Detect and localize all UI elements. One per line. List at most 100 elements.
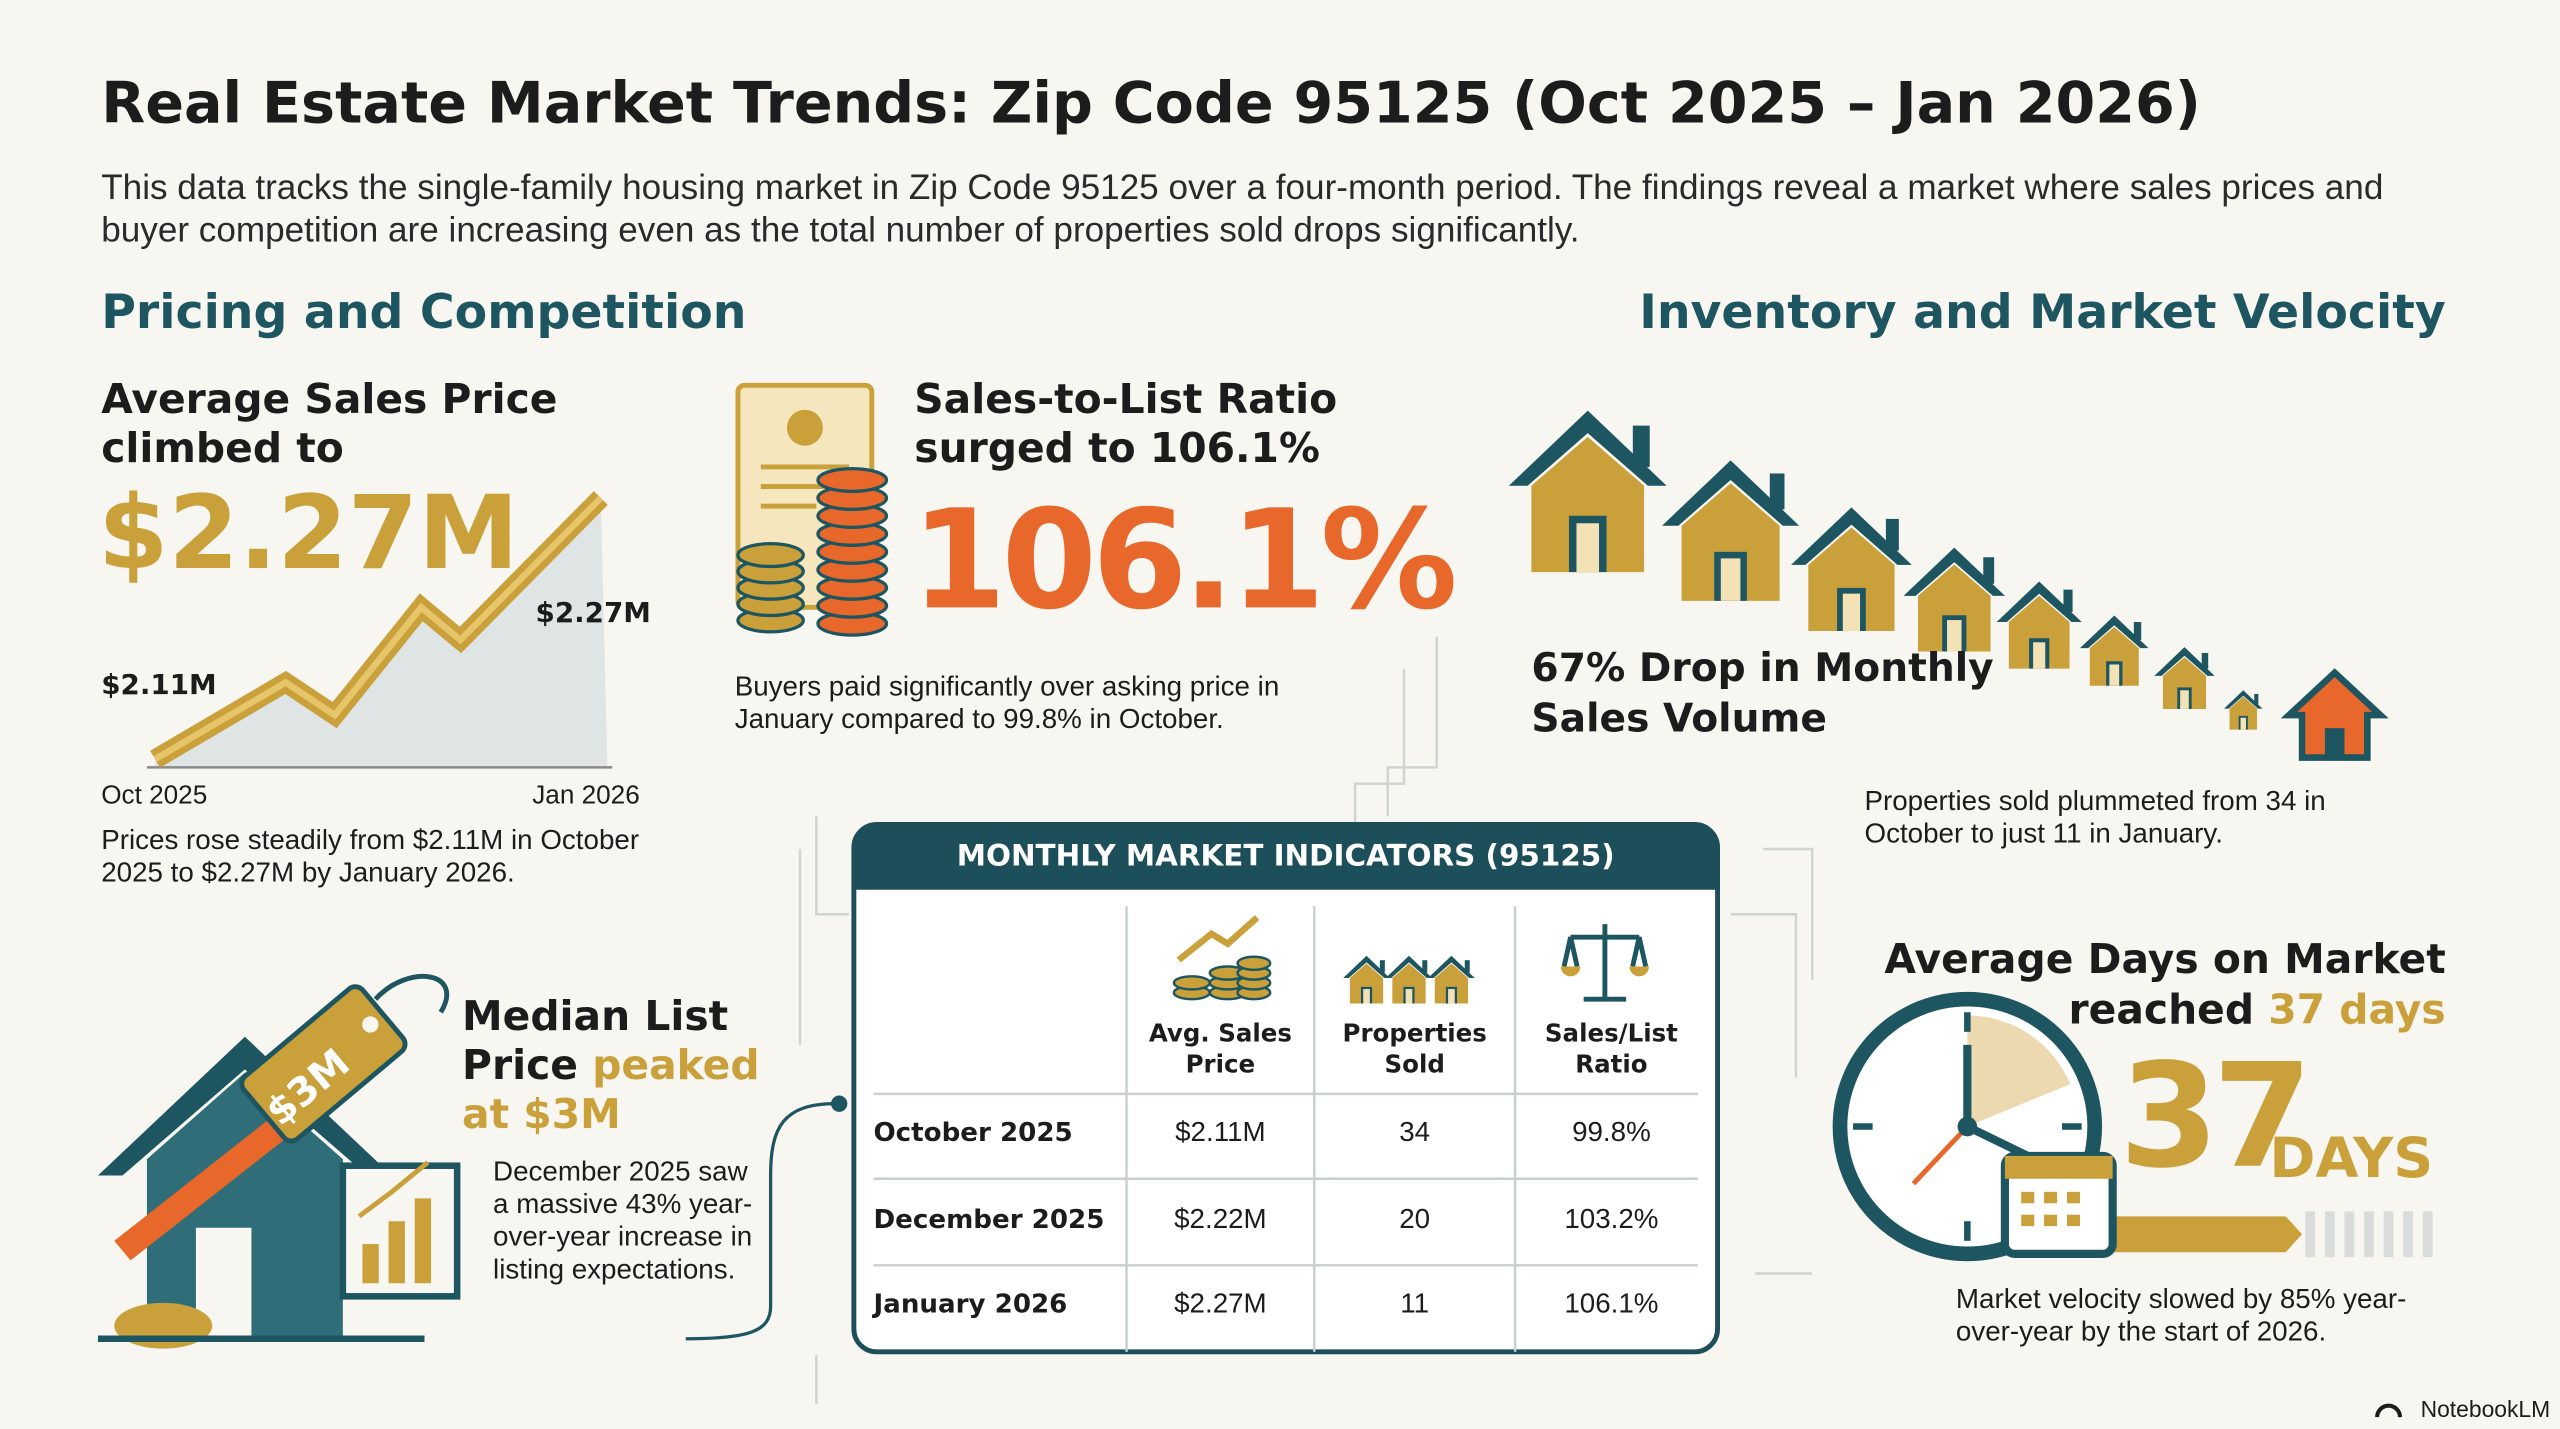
sales-drop-label: 67% Drop in Monthly Sales Volume [1531, 644, 1994, 742]
chart-start-label: $2.11M [101, 669, 217, 703]
sales-drop-note: Properties sold plummeted from 34 in Oct… [1864, 785, 2326, 849]
chart-end-label: $2.27M [535, 597, 651, 631]
row-label: January 2026 [873, 1288, 1068, 1320]
ratio-value: 106.1% [911, 479, 1458, 640]
median-house-icon-part [239, 984, 408, 1144]
houses [1508, 410, 2389, 761]
avg-price-label: Average Sales Price climbed to [101, 375, 558, 472]
x-end-label: Jan 2026 [532, 782, 640, 810]
days-highlight: 37 days [2268, 986, 2446, 1034]
column-header: Sales/List Ratio [1544, 1018, 1678, 1080]
median-house-icon-part-part [362, 1016, 379, 1033]
days-label: Average Days on Market reached 37 days [1858, 934, 2446, 1035]
houses-part [2280, 668, 2389, 761]
clock-icon-part-part [2403, 1211, 2414, 1258]
houses-part [1508, 410, 1667, 573]
column-header: Avg. Sales Price [1148, 1018, 1292, 1080]
median-house-icon-part [414, 1198, 432, 1284]
ratio-icon-part-part [736, 542, 805, 569]
houses-part [2154, 647, 2215, 709]
circuit-lines-part [815, 816, 849, 916]
clock-icon-part-part [2422, 1211, 2433, 1258]
table-frame-part [853, 824, 1718, 890]
table-frame-part [1172, 955, 1272, 1001]
circuit-lines-part [1763, 847, 1814, 980]
days-note: Market velocity slowed by 85% year-over-… [1955, 1283, 2407, 1347]
table-cell: 103.2% [1564, 1203, 1659, 1235]
table-frame [851, 822, 1720, 1355]
clock-icon-part-part [2324, 1211, 2335, 1258]
price-chart-part [153, 495, 604, 762]
row-label: October 2025 [873, 1116, 1073, 1148]
table-frame-part [1629, 966, 1649, 977]
median-house-icon-part [97, 1036, 392, 1176]
clock-icon-part-part [2044, 1191, 2058, 1204]
description: This data tracks the single-family housi… [101, 168, 2384, 250]
table-title: MONTHLY MARKET INDICATORS (95125) [956, 839, 1615, 874]
houses-part [1903, 547, 2006, 652]
ratio-icon-part [786, 409, 823, 446]
clock-icon-part [1965, 1122, 2030, 1160]
table-frame-part [851, 822, 1720, 1355]
table-frame-part-part [1561, 936, 1580, 968]
table-cell: 20 [1399, 1203, 1431, 1235]
circuit-lines-part [1353, 669, 1406, 825]
table-frame-part [1560, 966, 1581, 977]
avg-price-note: Prices rose steadily from $2.11M in Octo… [101, 824, 640, 889]
houses-part [1662, 460, 1800, 601]
houses-part [1791, 507, 1912, 631]
clock-icon-part [2004, 1155, 2113, 1179]
avg-price-value: $2.27M [97, 473, 519, 593]
houses-part [2079, 615, 2149, 686]
median-house-icon-part [388, 1221, 405, 1284]
clock-icon-part-part [2021, 1214, 2035, 1227]
circuit-lines-part [1730, 913, 1798, 1078]
houses-part [2224, 690, 2263, 730]
section-heading: Inventory and Market Velocity [1639, 284, 2446, 340]
circuit-lines-part [1386, 636, 1438, 817]
houses-part [2324, 728, 2345, 758]
connector-dot [831, 1095, 848, 1112]
clock-icon-part [1853, 1012, 2082, 1241]
ratio-icon-part [736, 542, 805, 634]
clock-icon [1832, 991, 2433, 1262]
clock-icon-part-part [2364, 1211, 2374, 1258]
median-house-icon [97, 974, 461, 1349]
circuit-lines [798, 636, 1814, 1405]
table-cell: $2.22M [1174, 1203, 1267, 1235]
table-frame-part-part [1630, 936, 1649, 968]
price-chart [146, 491, 613, 769]
clock-icon-part [1911, 1124, 1970, 1186]
x-start-label: Oct 2025 [101, 782, 208, 810]
clock-icon-part-part [2383, 1211, 2394, 1258]
ratio-icon-part-part [816, 466, 889, 494]
ratio-label: Sales-to-List Ratio surged to 106.1% [914, 375, 1338, 472]
table-cell: 99.8% [1572, 1116, 1651, 1148]
ratio-icon [735, 382, 889, 637]
clock-icon-part [2089, 1216, 2303, 1253]
clock-icon-part-part [2066, 1214, 2080, 1227]
table-frame-part-part [1236, 955, 1272, 972]
connector [685, 1102, 836, 1341]
clock-icon-part-part [2066, 1191, 2080, 1204]
table-frame-part-part [1172, 975, 1212, 991]
table-cell: 34 [1399, 1116, 1431, 1148]
page-title: Real Estate Market Trends: Zip Code 9512… [101, 71, 2201, 138]
ratio-note: Buyers paid significantly over asking pr… [734, 671, 1280, 735]
median-note: December 2025 saw a massive 43% year-ove… [493, 1155, 753, 1285]
table-frame-part [1561, 924, 1649, 1002]
table-cell: $2.11M [1175, 1116, 1266, 1148]
table-frame-part [873, 906, 1698, 1352]
table-cell: $2.27M [1174, 1288, 1267, 1320]
clock-icon-part [1967, 1015, 2071, 1127]
section-heading: Pricing and Competition [101, 284, 747, 340]
median-label-text: Median List Price [462, 992, 729, 1089]
median-label: Median List Price peaked at $3M [462, 993, 772, 1140]
clock-icon-part [2305, 1211, 2433, 1258]
median-house-icon-part [357, 1160, 430, 1219]
median-house-icon-part [362, 1244, 379, 1284]
clock-icon-part [2021, 1191, 2080, 1227]
